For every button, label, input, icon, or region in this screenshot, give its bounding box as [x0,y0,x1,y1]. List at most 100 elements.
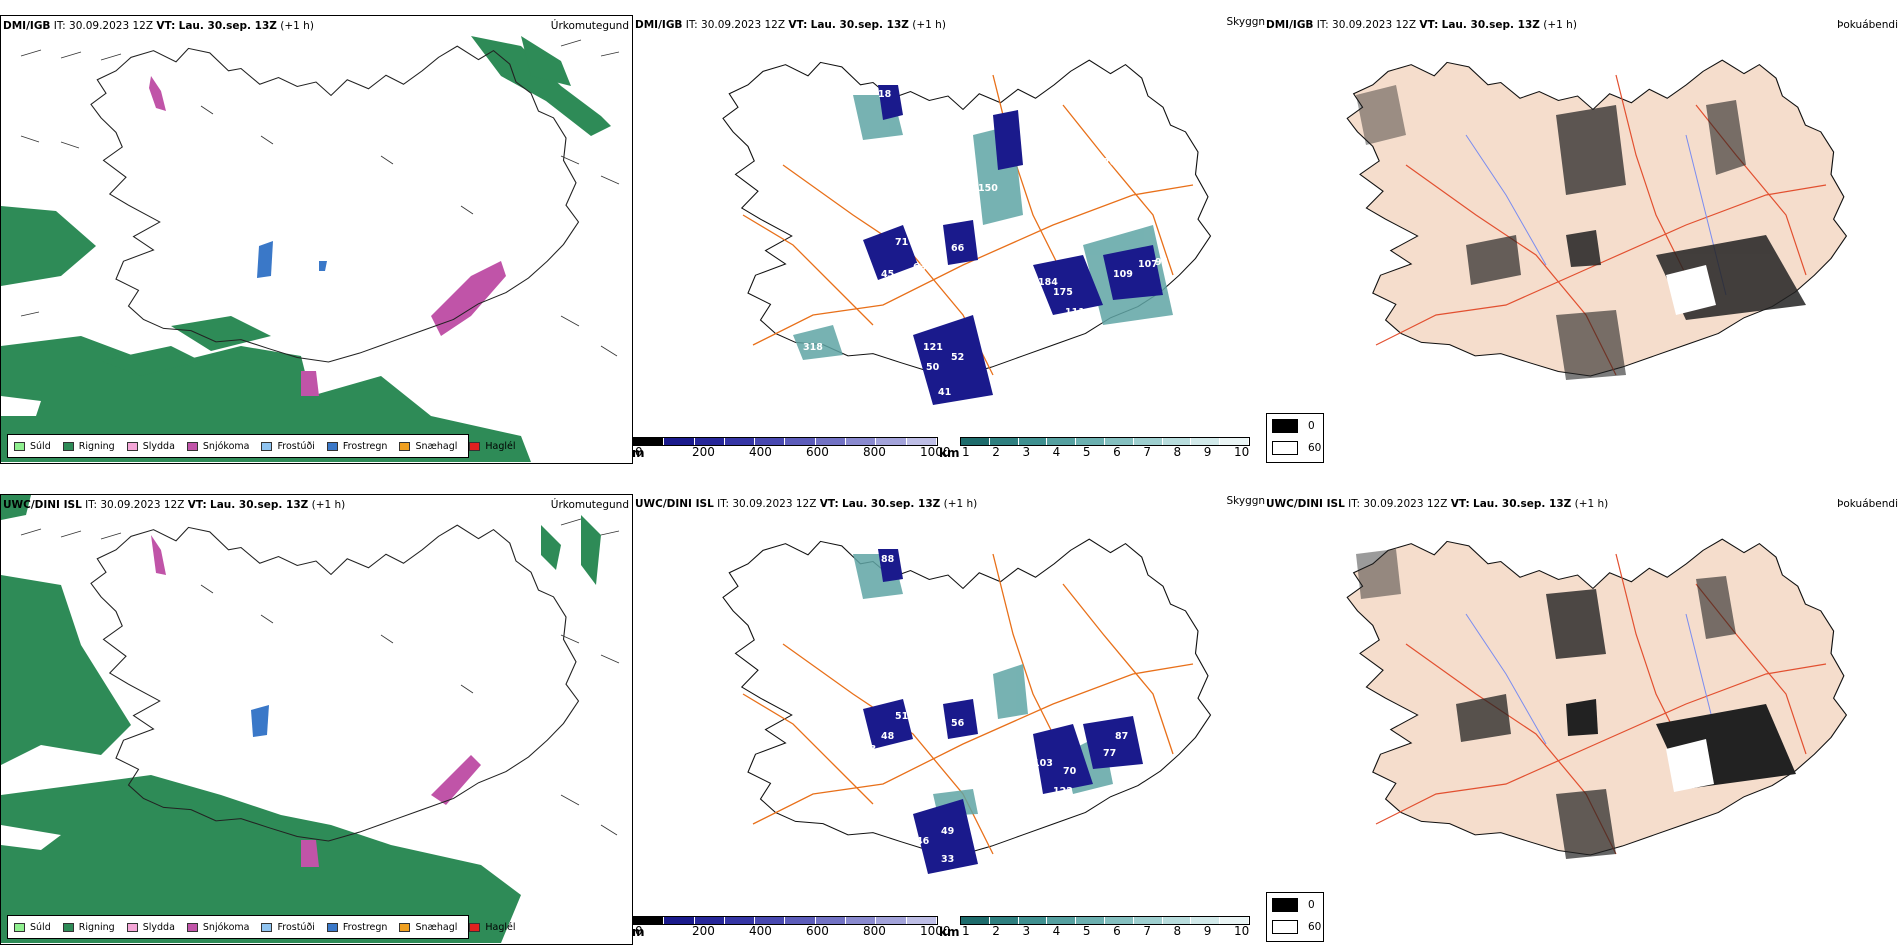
colorbar-tick-label: 1000 [920,445,951,459]
legend-item: Haglél [469,441,516,452]
ceiling-label: 41 [938,387,951,398]
colorbar-tick-label: 200 [692,445,715,459]
colorbar-tick-label: 800 [863,924,886,938]
colorbar-tick-label: 600 [806,445,829,459]
legend-item: Rigning [62,922,115,933]
ceiling-label: 63 [913,262,926,273]
colorbar-tick-label: 200 [692,924,715,938]
colorbar-swatch [846,917,877,924]
legend-swatch [62,922,74,932]
fog-indicator-map-dmi: DMI/IGB IT: 30.09.2023 12Z VT: Lau. 30.s… [1266,15,1900,464]
colorbar-tick-label: 0 [635,445,643,459]
fog-legend-min: 0 [1308,899,1315,911]
legend-swatch [1272,441,1298,455]
colorbar-swatch [1220,917,1249,924]
lead-time: (+1 h) [1574,498,1609,510]
ceiling-label: 94 [1155,257,1169,268]
colorbar-tick-label: 2 [992,445,1000,459]
colorbar-swatch [785,917,816,924]
vt-label: VT: [1419,19,1439,31]
it-label: IT: [85,499,98,511]
colorbar-tick-label: 1 [962,924,970,938]
vt-label: VT: [156,20,176,32]
lead-time: (+1 h) [280,20,314,32]
colorbar-swatch [1162,917,1192,924]
colorbar-swatch [755,438,786,445]
precip-title: Úrkomutegund [550,20,629,32]
legend-item: Snæhagl [399,922,457,933]
legend-swatch [186,922,198,932]
cloud-title: Skyggni [1226,16,1269,28]
legend-swatch [126,441,138,451]
ceiling-visibility-map-dmi: 18 71 45 63 66 150 100 26 184 175 111 10… [632,15,1268,464]
legend-swatch [261,441,273,451]
visibility-unit: km [939,446,960,460]
model-name: UWC/DINI ISL [3,499,82,511]
colorbar-swatch [1104,438,1134,445]
cloud-title: Skyggni [1226,495,1269,507]
colorbar-tick-label: 3 [1022,924,1031,938]
colorbar-swatch [961,917,990,924]
colorbar-tick-label: 1 [962,445,970,459]
ceiling-value-labels: 88 51 48 63 56 103 70 77 87 122 49 46 33… [863,554,1128,865]
it-label: IT: [53,20,66,32]
colorbar-swatch [1047,917,1077,924]
visibility-colorbar: 1 2 3 4 5 6 7 8 9 10 [960,437,1250,459]
ceiling-label: 26 [1103,157,1117,168]
colorbar-swatch [876,917,907,924]
fog-map-canvas [1266,494,1900,945]
ceiling-label: 66 [951,243,965,254]
vt-label: VT: [187,499,207,511]
colorbar-tick-label: 4 [1052,445,1061,459]
ceiling-label: 122 [1053,786,1073,797]
legend-swatch [1272,920,1298,934]
legend-swatch [1272,898,1298,912]
fog-legend-max: 60 [1308,442,1322,454]
colorbar-tick-label: 10 [1234,924,1250,938]
colorbar-tick-label: 10 [1234,445,1250,459]
ceiling-label: 56 [951,718,965,729]
it-label: IT: [685,19,698,31]
colorbar-tick-label: 800 [863,445,886,459]
ceiling-colorbar: 0 200 400 600 800 1000 [633,437,951,459]
visibility-unit: km [939,925,960,939]
vt-label: VT: [1450,498,1470,510]
precip-legend: Súld Rigning Slydda Snjókoma Frostúði Fr… [7,915,516,939]
ceiling-unit: m [632,446,645,460]
precip-title: Úrkomutegund [550,499,629,511]
legend-item: Haglél [469,922,516,933]
legend-swatch [186,441,198,451]
legend-item: Frostregn [326,922,387,933]
colorbar-swatch [1076,438,1105,445]
legend-item: Slydda [126,922,175,933]
ceiling-label: 18 [878,89,892,100]
fog-legend: 0 60 [1266,892,1324,942]
legend-swatch [469,922,481,932]
ceiling-label: 52 [951,352,964,363]
precip-legend: Súld Rigning Slydda Snjókoma Frostúði Fr… [7,434,516,458]
colorbar-swatch [1133,438,1163,445]
ceiling-label: 51 [895,711,908,722]
legend-item: Snjókoma [186,441,249,452]
colorbar-tick-label: 9 [1203,445,1212,459]
colorbar-swatch [694,917,725,924]
ceiling-label: 33 [941,854,954,865]
colorbar-swatch [906,438,937,445]
fog-title: Þokuábendi [1837,19,1898,31]
colorbar-swatch [1191,438,1221,445]
ceiling-map-canvas: 88 51 48 63 56 103 70 77 87 122 49 46 33… [722,538,1212,874]
colorbar-swatch [1191,917,1221,924]
legend-item: Súld [14,441,51,452]
ceiling-label: 88 [881,554,895,565]
colorbar-swatch [755,917,786,924]
colorbar-tick-label: 7 [1143,445,1151,459]
it-label: IT: [717,498,730,510]
colorbar-swatch [1047,438,1077,445]
colorbar-tick-label: 9 [1203,924,1212,938]
vt-label: VT: [788,19,808,31]
fog-title: Þokuábendi [1837,498,1898,510]
legend-item: Snjókoma [186,922,249,933]
ceiling-label: 175 [1053,287,1073,298]
legend-swatch [14,922,25,932]
colorbar-tick-label: 8 [1173,924,1182,938]
